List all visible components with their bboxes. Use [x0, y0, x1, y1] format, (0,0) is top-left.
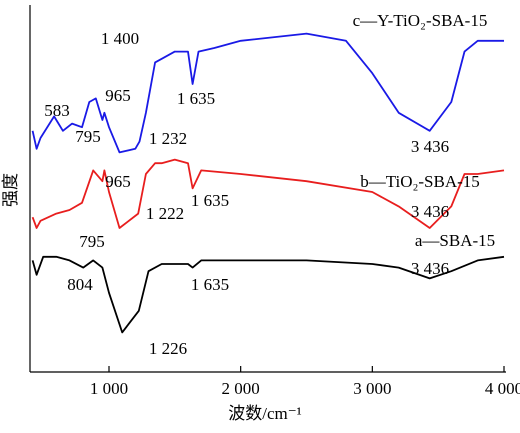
- peak-label: 1 222: [146, 204, 184, 223]
- x-tick-label: 1 000: [90, 379, 128, 398]
- peak-label: 1 635: [191, 191, 229, 210]
- peak-label: 3 436: [411, 137, 449, 156]
- peak-label: 1 635: [191, 275, 229, 294]
- peak-label: 965: [105, 172, 131, 191]
- peak-label: 583: [44, 101, 70, 120]
- peak-label: 804: [67, 275, 93, 294]
- peak-label: 1 400: [101, 29, 139, 48]
- x-tick-label: 3 000: [353, 379, 391, 398]
- peak-label: 1 635: [177, 89, 215, 108]
- y-axis-label: 强度: [1, 173, 20, 207]
- series-label: b—TiO₂-SBA-15: [360, 172, 480, 191]
- spectrum-line: [31, 158, 505, 229]
- x-axis-label: 波数/cm⁻¹: [228, 404, 302, 423]
- series-label: c—Y-TiO₂-SBA-15: [353, 11, 488, 30]
- series-label: a—SBA-15: [415, 231, 495, 250]
- peak-label: 795: [75, 127, 101, 146]
- spectrum-line: [31, 255, 505, 334]
- peak-label: 965: [105, 86, 131, 105]
- peak-label: 1 232: [149, 129, 187, 148]
- peak-label: 1 226: [149, 339, 187, 358]
- peak-label: 795: [79, 232, 105, 251]
- x-tick-label: 4 000: [485, 379, 520, 398]
- spectrum-line: [31, 32, 504, 154]
- peak-label: 3 436: [411, 259, 449, 278]
- peak-label: 3 436: [411, 202, 449, 221]
- x-tick-label: 2 000: [222, 379, 260, 398]
